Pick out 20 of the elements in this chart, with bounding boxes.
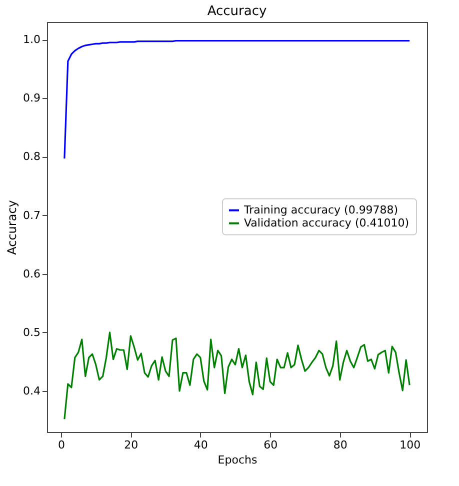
y-tick-label: 0.4 [23,384,40,398]
y-tick-label: 1.0 [23,33,40,46]
x-tick-label: 20 [124,438,138,452]
y-tick-label: 0.5 [23,326,40,339]
legend-label: Validation accuracy (0.41010) [244,216,410,230]
x-axis-title: Epochs [218,454,258,466]
x-tick-label: 40 [194,438,208,452]
y-tick-label: 0.6 [23,267,40,280]
legend-label: Training accuracy (0.99788) [243,203,398,216]
y-tick-label: 0.9 [23,92,40,105]
y-axis-title: Accuracy [5,200,20,255]
chart-title: Accuracy [207,4,267,19]
x-tick-label: 100 [400,438,421,452]
x-tick-label: 0 [58,438,65,452]
y-tick-label: 0.8 [23,150,40,164]
line-series [64,40,410,160]
x-tick-label: 80 [333,438,348,452]
line-series [64,332,410,420]
x-tick-label: 60 [264,438,278,452]
y-tick-label: 0.7 [23,208,40,222]
